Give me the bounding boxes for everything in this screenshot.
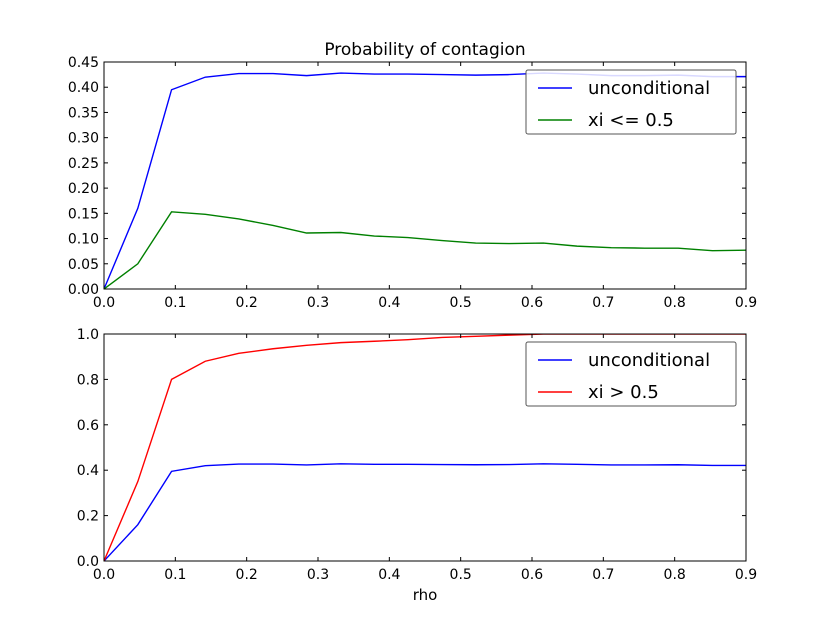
legend-label: xi <= 0.5 — [588, 110, 674, 131]
legend: unconditional xi <= 0.5 — [525, 69, 737, 135]
x-tick-label: 0.3 — [307, 567, 329, 583]
x-tick-label: 0.9 — [735, 567, 757, 583]
x-tick-label: 0.6 — [521, 567, 543, 583]
x-tick-label: 0.7 — [592, 295, 614, 311]
x-tick-label: 0.7 — [592, 567, 614, 583]
chart-1: 0.0 0.1 0.2 0.3 0.4 0.5 0.6 0.7 0.8 0.9 0.00 0.05 0.… — [68, 40, 757, 311]
y-tick-label: 0.10 — [68, 232, 99, 248]
axes-frame — [103, 333, 747, 562]
x-tick-label: 0.1 — [164, 567, 186, 583]
y-tick-label: 1.0 — [77, 327, 99, 343]
x-tick-label: 0.2 — [236, 567, 258, 583]
y-tick-label: 0.35 — [68, 105, 99, 121]
y-tick-label: 0.6 — [77, 418, 99, 434]
x-tick-label: 0.9 — [735, 295, 757, 311]
y-tick-label: 0.4 — [77, 463, 99, 479]
y-tick-label: 0.45 — [68, 55, 99, 71]
y-tick-label: 0.25 — [68, 156, 99, 172]
x-tick-label: 0.5 — [450, 567, 472, 583]
series-line-xi-0-5 — [104, 334, 746, 561]
x-tick-label: 0.5 — [450, 295, 472, 311]
y-tick-label: 0.0 — [77, 554, 99, 570]
legend-label: unconditional — [588, 78, 710, 99]
series-line-xi-0-5 — [104, 211, 746, 289]
x-tick-label: 0.0 — [93, 295, 115, 311]
chart-title: Probability of contagion — [324, 40, 525, 60]
series-line-unconditional — [104, 463, 746, 561]
y-tick-label: 0.30 — [68, 131, 99, 147]
legend: unconditional xi > 0.5 — [525, 341, 737, 407]
y-tick-label: 0.05 — [68, 257, 99, 273]
x-axis-label: rho — [413, 586, 438, 604]
chart-2: 0.0 0.1 0.2 0.3 0.4 0.5 0.6 0.7 0.8 0.9 0.0 0.2 0.4 0… — [77, 327, 757, 604]
legend-box — [525, 69, 737, 135]
x-tick-label: 0.1 — [164, 295, 186, 311]
x-tick-label: 0.2 — [236, 295, 258, 311]
y-tick-label: 0.00 — [68, 282, 99, 298]
x-tick-label: 0.4 — [378, 295, 400, 311]
y-tick-label: 0.2 — [77, 509, 99, 525]
legend-box — [525, 341, 737, 407]
legend-label: xi > 0.5 — [588, 382, 659, 403]
legend-label: unconditional — [588, 350, 710, 371]
y-tick-label: 0.15 — [68, 206, 99, 222]
x-tick-label: 0.8 — [664, 295, 686, 311]
x-tick-label: 0.4 — [378, 567, 400, 583]
x-tick-label: 0.3 — [307, 295, 329, 311]
x-tick-label: 0.0 — [93, 567, 115, 583]
plots: 0.0 0.1 0.2 0.3 0.4 0.5 0.6 0.7 0.8 0.9 0.00 0.05 0.… — [68, 40, 757, 604]
y-tick-label: 0.20 — [68, 181, 99, 197]
x-tick-label: 0.8 — [664, 567, 686, 583]
x-tick-label: 0.6 — [521, 295, 543, 311]
axes-frame — [103, 61, 747, 290]
y-tick-label: 0.40 — [68, 80, 99, 96]
y-tick-label: 0.8 — [77, 372, 99, 388]
